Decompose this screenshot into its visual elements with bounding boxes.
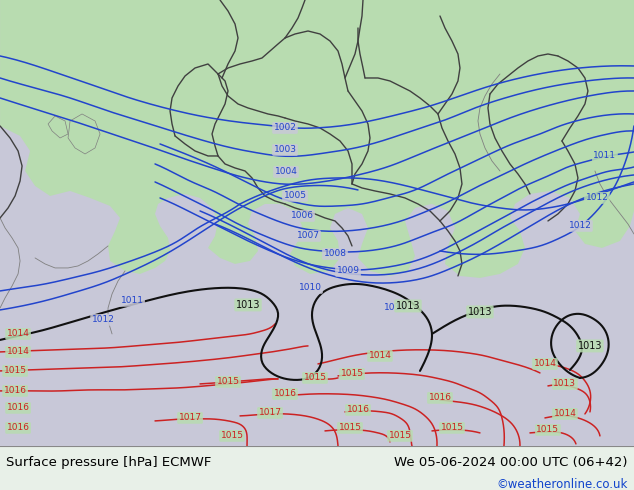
- Text: 1014: 1014: [6, 347, 30, 356]
- Text: 1013: 1013: [553, 379, 576, 389]
- Text: 1011: 1011: [384, 303, 406, 313]
- Text: 1016: 1016: [4, 387, 27, 395]
- Polygon shape: [68, 114, 100, 154]
- Text: 1015: 1015: [4, 367, 27, 375]
- Text: 1011: 1011: [593, 151, 616, 160]
- Text: 1007: 1007: [297, 231, 320, 241]
- Text: 1013: 1013: [396, 301, 420, 311]
- Text: 1008: 1008: [323, 249, 347, 258]
- Text: 1015: 1015: [339, 423, 361, 432]
- Text: 1006: 1006: [290, 212, 313, 220]
- Text: 1003: 1003: [273, 146, 297, 154]
- Polygon shape: [420, 0, 634, 188]
- Text: 1002: 1002: [273, 123, 297, 132]
- Text: 1010: 1010: [299, 283, 321, 293]
- Text: 1016: 1016: [273, 390, 297, 398]
- Text: ©weatheronline.co.uk: ©weatheronline.co.uk: [496, 478, 628, 490]
- Text: 1014: 1014: [368, 351, 391, 361]
- Text: 1016: 1016: [347, 405, 370, 415]
- Text: 1015: 1015: [536, 425, 559, 435]
- Text: Surface pressure [hPa] ECMWF: Surface pressure [hPa] ECMWF: [6, 456, 212, 469]
- Text: 1015: 1015: [441, 423, 463, 432]
- Text: 1013: 1013: [468, 307, 492, 317]
- Text: 1011: 1011: [120, 296, 143, 305]
- Text: 1013: 1013: [236, 300, 261, 310]
- Text: 1015: 1015: [304, 373, 327, 382]
- Text: 1005: 1005: [283, 192, 306, 200]
- Text: 1015: 1015: [389, 431, 411, 441]
- Text: 1012: 1012: [586, 194, 609, 202]
- Text: We 05-06-2024 00:00 UTC (06+42): We 05-06-2024 00:00 UTC (06+42): [394, 456, 628, 469]
- Text: 1017: 1017: [179, 414, 202, 422]
- Text: 1012: 1012: [569, 221, 592, 230]
- Polygon shape: [0, 0, 634, 446]
- Text: 1016: 1016: [6, 423, 30, 432]
- Text: 1014: 1014: [553, 410, 576, 418]
- Text: 1015: 1015: [217, 377, 240, 387]
- Text: 1016: 1016: [429, 393, 451, 402]
- Text: 1013: 1013: [578, 341, 602, 351]
- Text: 1015: 1015: [221, 431, 243, 441]
- Text: 1014: 1014: [534, 360, 557, 368]
- Text: 1004: 1004: [275, 168, 297, 176]
- Text: 1016: 1016: [6, 403, 30, 413]
- Text: 1017: 1017: [259, 408, 281, 417]
- Text: 1009: 1009: [337, 267, 359, 275]
- Text: 1014: 1014: [6, 329, 30, 339]
- Text: 1015: 1015: [340, 369, 363, 378]
- Text: 1012: 1012: [91, 316, 115, 324]
- Polygon shape: [48, 116, 68, 138]
